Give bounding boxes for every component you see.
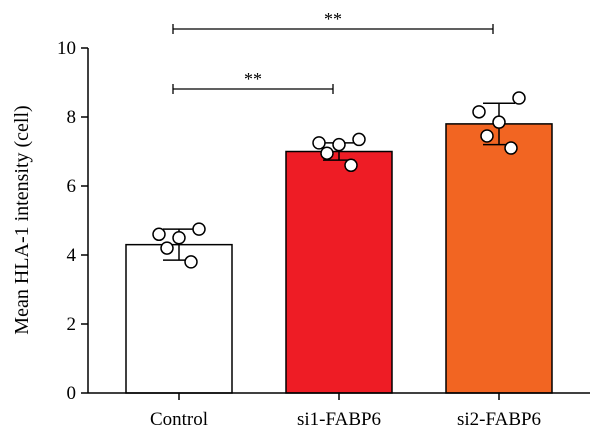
y-tick-label: 10 <box>57 38 76 59</box>
significance-label: ** <box>244 69 262 89</box>
y-tick-label: 4 <box>67 245 77 266</box>
x-tick-label: Control <box>150 409 208 430</box>
data-point <box>492 115 506 129</box>
data-point <box>320 146 334 160</box>
bars <box>125 123 553 394</box>
y-tick-label: 8 <box>67 107 77 128</box>
data-point <box>504 141 518 155</box>
y-axis: 0 2 4 6 8 10 <box>57 38 89 404</box>
data-point <box>332 137 346 152</box>
significance-brackets: ** ** <box>172 9 494 94</box>
y-tick-label: 6 <box>67 176 77 197</box>
x-tick-label: si1-FABP6 <box>297 409 381 430</box>
significance-label: ** <box>324 9 342 29</box>
y-tick-label: 0 <box>67 383 77 404</box>
data-point <box>312 136 326 150</box>
data-points <box>152 91 526 269</box>
data-point <box>192 222 206 236</box>
bar <box>445 123 553 394</box>
data-point <box>160 241 174 255</box>
data-point <box>152 227 166 242</box>
data-point <box>172 231 186 245</box>
bar <box>285 150 393 394</box>
data-point <box>472 105 486 119</box>
y-axis-label: Mean HLA-1 intensity (cell) <box>11 105 33 334</box>
y-tick-label: 2 <box>67 314 77 335</box>
data-point <box>352 132 366 147</box>
bar <box>125 243 233 394</box>
data-point <box>512 91 526 105</box>
x-axis: Control si1-FABP6 si2-FABP6 <box>88 392 590 430</box>
data-point <box>480 129 494 143</box>
data-point <box>184 255 198 269</box>
x-tick-label: si2-FABP6 <box>457 409 541 430</box>
data-point <box>344 158 358 173</box>
